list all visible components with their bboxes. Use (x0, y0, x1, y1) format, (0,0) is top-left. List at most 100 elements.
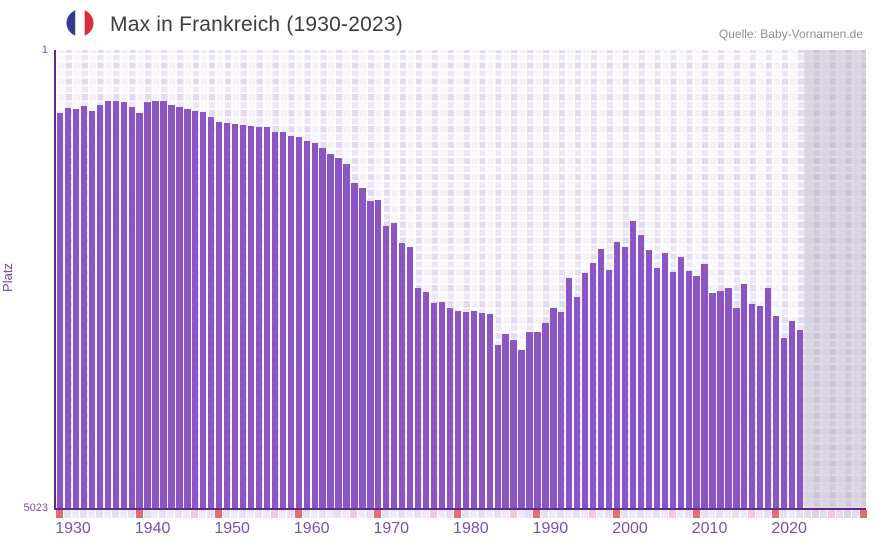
bar-1994[interactable] (566, 277, 573, 508)
bar-1986[interactable] (502, 333, 509, 508)
bar-1997[interactable] (590, 262, 597, 508)
bar-1971[interactable] (383, 226, 390, 508)
flag-blue-band (66, 9, 76, 37)
bar-1951[interactable] (223, 122, 231, 508)
bar-1979[interactable] (446, 308, 454, 508)
bar-1959[interactable] (287, 136, 294, 508)
bar-1972[interactable] (391, 223, 398, 508)
bar-1946[interactable] (184, 109, 191, 508)
bar-1956[interactable] (263, 126, 271, 508)
bar-1989[interactable] (526, 331, 533, 508)
bar-2018[interactable] (757, 305, 764, 508)
bar-1992[interactable] (550, 308, 557, 508)
bar-2021[interactable] (780, 338, 788, 508)
bar-2000[interactable] (613, 241, 621, 508)
bar-1978[interactable] (438, 301, 446, 508)
bar-1961[interactable] (303, 141, 310, 508)
bar-1980[interactable] (454, 311, 462, 508)
bar-1943[interactable] (160, 101, 167, 508)
bar-1947[interactable] (192, 110, 199, 508)
bar-1970[interactable] (375, 200, 382, 508)
bar-2002[interactable] (629, 220, 637, 508)
bar-2009[interactable] (685, 270, 692, 508)
bar-1974[interactable] (407, 246, 414, 508)
bar-2003[interactable] (637, 234, 645, 508)
bar-1942[interactable] (152, 100, 159, 508)
bar-1983[interactable] (478, 313, 485, 508)
bar-1969[interactable] (367, 201, 374, 508)
bar-1985[interactable] (494, 345, 501, 508)
bar-1996[interactable] (582, 272, 589, 508)
bar-2001[interactable] (621, 246, 629, 508)
heat-cell (406, 510, 414, 518)
bar-1948[interactable] (200, 112, 207, 508)
bar-1965[interactable] (335, 157, 342, 508)
bar-1955[interactable] (255, 126, 263, 508)
bar-2007[interactable] (669, 271, 676, 508)
bar-1958[interactable] (279, 131, 286, 508)
bar-2006[interactable] (661, 253, 668, 508)
bar-2012[interactable] (709, 292, 716, 508)
heat-cell (517, 510, 525, 518)
bar-1940[interactable] (136, 113, 143, 508)
bar-1957[interactable] (271, 131, 279, 508)
bar-1930[interactable] (56, 112, 64, 508)
bar-2004[interactable] (645, 249, 652, 508)
bar-2011[interactable] (701, 263, 708, 508)
bar-1931[interactable] (64, 108, 72, 508)
bar-1963[interactable] (319, 148, 326, 508)
bar-1976[interactable] (422, 291, 430, 508)
bar-1939[interactable] (128, 106, 135, 508)
bar-2013[interactable] (717, 290, 724, 508)
bar-1984[interactable] (486, 314, 493, 508)
bar-1936[interactable] (104, 100, 111, 508)
bar-1967[interactable] (351, 182, 358, 508)
bar-2008[interactable] (677, 257, 684, 508)
bar-1962[interactable] (311, 143, 318, 508)
bar-1952[interactable] (231, 123, 239, 508)
bar-1977[interactable] (430, 302, 438, 508)
bar-1968[interactable] (359, 187, 366, 508)
bar-2023[interactable] (796, 329, 804, 508)
bar-2016[interactable] (741, 284, 748, 508)
bar-1953[interactable] (239, 124, 247, 508)
bar-1982[interactable] (470, 311, 477, 508)
bar-1966[interactable] (343, 163, 350, 508)
bar-1999[interactable] (605, 269, 613, 508)
bar-1935[interactable] (96, 105, 103, 508)
bar-1934[interactable] (88, 110, 96, 508)
bar-1987[interactable] (510, 340, 517, 508)
bar-1998[interactable] (597, 248, 605, 508)
heat-cell (310, 510, 318, 518)
bar-1933[interactable] (80, 105, 88, 508)
bar-1995[interactable] (574, 296, 581, 508)
bar-1990[interactable] (534, 331, 541, 508)
bar-2022[interactable] (788, 321, 796, 508)
bar-1975[interactable] (414, 288, 422, 508)
bar-1960[interactable] (295, 137, 302, 508)
bar-2015[interactable] (733, 308, 740, 508)
bar-1964[interactable] (327, 153, 334, 508)
heat-cell (270, 510, 278, 518)
bar-1950[interactable] (216, 121, 223, 508)
bar-1981[interactable] (462, 312, 469, 508)
bar-1988[interactable] (518, 349, 525, 508)
bar-1949[interactable] (208, 117, 215, 508)
bar-1941[interactable] (144, 101, 151, 508)
heat-cell (533, 510, 541, 518)
bar-1938[interactable] (120, 101, 127, 508)
bar-1993[interactable] (558, 312, 565, 508)
bar-1945[interactable] (176, 106, 183, 508)
bar-1991[interactable] (542, 322, 549, 508)
bar-1937[interactable] (112, 100, 119, 508)
bar-2005[interactable] (653, 267, 660, 508)
bar-2019[interactable] (765, 288, 772, 508)
bar-2014[interactable] (725, 288, 732, 508)
bar-1932[interactable] (72, 109, 80, 508)
bar-2020[interactable] (773, 316, 780, 508)
bar-1954[interactable] (247, 125, 255, 508)
bar-2017[interactable] (749, 303, 756, 508)
bar-1973[interactable] (399, 242, 406, 508)
bar-2010[interactable] (693, 275, 700, 508)
bar-1944[interactable] (168, 104, 175, 508)
